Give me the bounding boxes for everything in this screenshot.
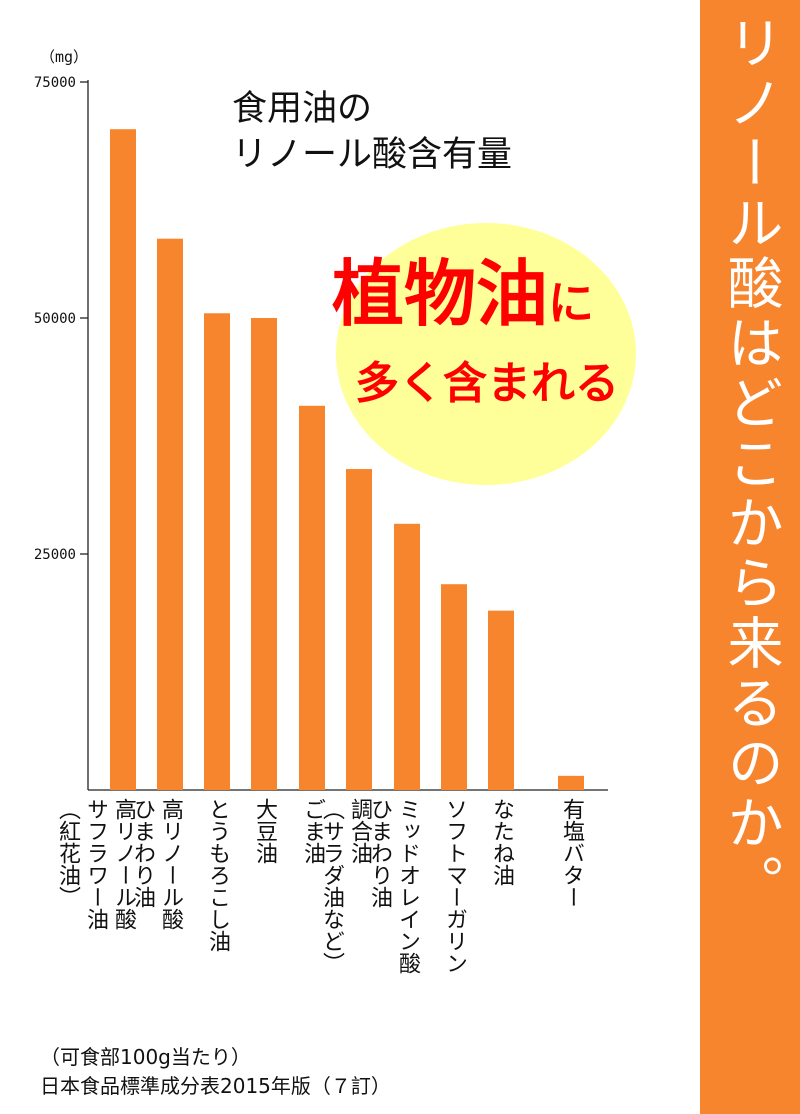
x-tick-label-line: ミッドオレイン酸 (395, 798, 420, 974)
x-tick-label-line: 有塩バター (559, 798, 584, 908)
highlight-bubble (336, 223, 636, 485)
x-tick-label-line: なたね油 (489, 798, 514, 886)
chart-title-line-2: リノール酸含有量 (232, 135, 513, 175)
bar (441, 584, 467, 790)
x-tick-label: 有塩バター (558, 798, 584, 908)
bar (346, 469, 372, 790)
x-tick-label-line: ソフトマーガリン (442, 798, 467, 974)
bar (157, 238, 183, 791)
x-tick-label-line: 高リノール酸 (158, 798, 183, 930)
x-tick-label: なたね油 (488, 798, 514, 886)
bar (394, 523, 420, 790)
x-tick-label: 高リノール酸 ひまわり油 (129, 798, 183, 930)
bar (204, 313, 230, 790)
x-tick-label: ごま油 (299, 798, 325, 864)
x-tick-label: 大豆油 (251, 798, 277, 864)
x-tick-label: 高リノール酸 サフラワー油 （紅花油） (54, 798, 136, 930)
x-tick-label-line: サフラワー油 (83, 798, 108, 930)
chart-title-line-1: 食用油の (232, 89, 373, 129)
bar (488, 610, 514, 790)
bar (299, 405, 325, 790)
source-note-table: 日本食品標準成分表2015年版（７訂） (40, 1074, 391, 1098)
side-title: リノール酸はどこから来るのか。 (718, 14, 783, 914)
x-tick-label: 調合油 （サラダ油など） (318, 798, 372, 974)
y-axis-unit: （mg） (40, 48, 89, 66)
bubble-subline: 多く含まれる (355, 358, 619, 409)
y-tick-label: 50000 (34, 311, 76, 327)
x-tick-label-line: 高リノール酸 (111, 798, 136, 930)
x-tick-label-line: 調合油 (347, 798, 372, 864)
x-tick-label-line: （紅花油） (55, 798, 80, 908)
y-tick-label: 25000 (34, 547, 76, 563)
x-tick-label-line: 大豆油 (252, 798, 277, 864)
side-banner: リノール酸はどこから来るのか。 (700, 0, 800, 1114)
bubble-headline: 植物油に (332, 252, 594, 345)
x-tick-label-line: （サラダ油など） (319, 798, 344, 974)
x-tick-label-line: ひまわり油 (367, 798, 392, 908)
bubble-main-suffix: に (548, 276, 595, 330)
bar-chart: 25000 50000 75000 (34, 75, 608, 791)
bar (558, 775, 584, 790)
bubble-main-text: 植物油 (332, 252, 549, 336)
y-tick-label: 75000 (34, 75, 76, 91)
x-tick-label: ミッドオレイン酸 ひまわり油 (366, 798, 420, 974)
source-note-serving: （可食部100g当たり） (40, 1045, 251, 1069)
x-tick-label-line: ひまわり油 (130, 798, 155, 908)
x-tick-label: ソフトマーガリン (441, 798, 467, 974)
x-tick-label-line: とうもろこし油 (205, 798, 230, 952)
chart-title: 食用油の リノール酸含有量 (232, 86, 512, 178)
x-tick-label: とうもろこし油 (204, 798, 230, 952)
bar (251, 318, 277, 790)
bar (110, 129, 136, 790)
x-tick-label-line: ごま油 (300, 798, 325, 864)
